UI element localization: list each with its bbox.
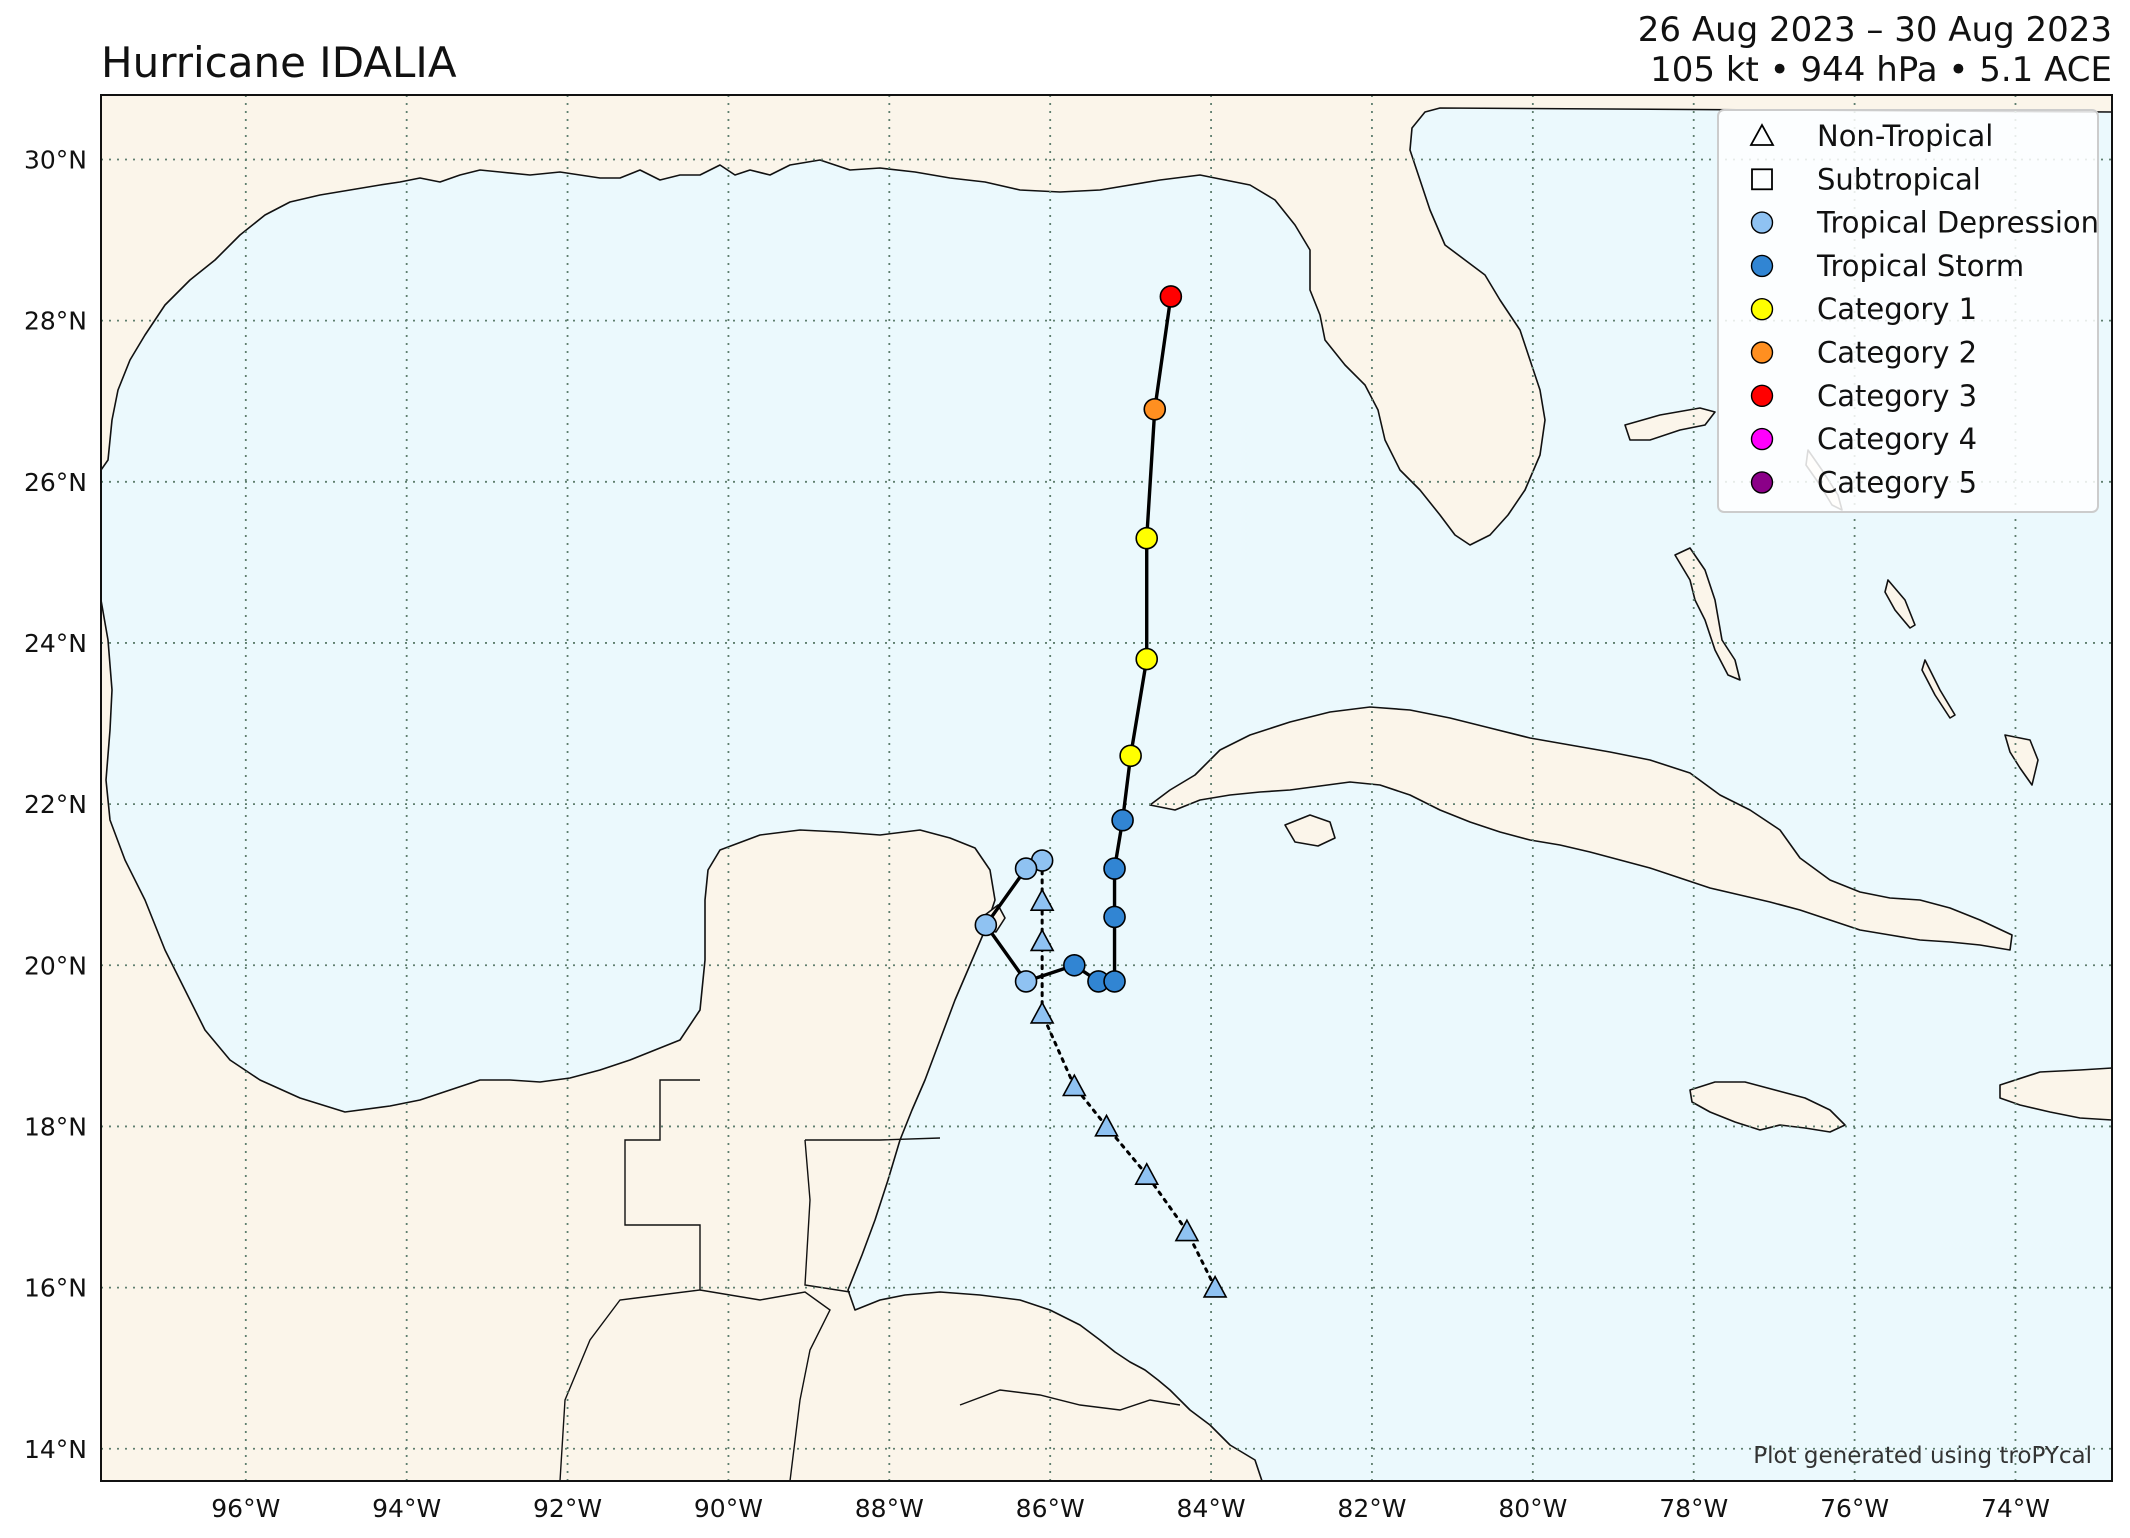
land-bahamas-andros [1674,547,1741,681]
land-us-gulf-coast [101,95,2112,546]
lon-tick-label: 88°W [855,1494,924,1523]
lat-tick-label: 18°N [24,1112,87,1141]
legend-label: Category 3 [1817,379,1977,413]
legend-marker-circle [1750,298,1774,321]
legend-label: Category 4 [1817,422,1977,456]
track-point-non-tropical [1029,1000,1055,1024]
legend-label: Category 1 [1817,292,1977,326]
legend-marker-circle [1750,471,1774,494]
track-segment [1128,657,1149,758]
date-range: 26 Aug 2023 – 30 Aug 2023 [1637,10,2112,50]
lat-tick-label: 28°N [24,307,87,336]
legend-marker-circle [1750,427,1774,451]
lon-tick-label: 90°W [694,1494,763,1523]
land-bahamas-cat [1884,579,1916,629]
border-yucatan-states [805,1137,941,1141]
lat-tick-label: 16°N [24,1274,87,1303]
track-point-non-tropical [1174,1218,1200,1242]
track-segment [984,923,1028,984]
track-point [974,913,998,937]
track-point [1111,808,1134,832]
track-segment [1040,1012,1076,1088]
legend-label: Tropical Depression [1816,206,2099,240]
lat-tick-label: 20°N [24,951,87,980]
track-point-non-tropical [1061,1073,1087,1097]
track-point [1159,285,1183,308]
legend-marker-circle [1750,384,1774,407]
track-point [1143,397,1167,421]
track-segment [1072,1084,1108,1128]
lat-tick-label: 24°N [24,629,87,658]
lat-tick-label: 22°N [24,790,87,819]
legend-marker-square [1751,168,1773,191]
track-point [1014,857,1038,880]
track-point-non-tropical [1029,928,1055,952]
lon-tick-label: 86°W [1016,1494,1085,1523]
land-bahamas-grand [1624,407,1716,441]
track-point [1103,857,1126,880]
legend-label: Tropical Storm [1816,249,2024,283]
track-point [1119,744,1142,768]
land-mexico-central-america [101,599,1263,1481]
land-bahamas-long [1921,659,1956,719]
lat-tick-label: 14°N [24,1435,87,1464]
track-point [1103,970,1126,993]
lon-tick-label: 78°W [1659,1494,1728,1523]
track-segment [1153,294,1173,411]
track-segment [1145,407,1157,540]
track-point-non-tropical [1134,1162,1160,1185]
lon-tick-labels: 96°W 94°W 92°W 90°W 88°W 86°W 84°W 82°W 80°W 78°W… [211,1494,2050,1523]
track-point-non-tropical [1202,1274,1228,1298]
legend-marker-circle [1750,254,1774,278]
storm-summary: 26 Aug 2023 – 30 Aug 2023 105 kt • 944 h… [1638,10,2112,90]
lon-tick-label: 92°W [533,1494,602,1523]
lat-tick-label: 30°N [24,145,87,174]
storm-track [974,285,1228,1298]
track-point [1063,953,1086,977]
land-cuba [1149,706,2013,951]
track-point-non-tropical [1094,1113,1119,1137]
legend-marker-triangle [1749,123,1775,146]
legend-label: Subtropical [1817,162,1981,196]
lon-tick-label: 74°W [1981,1494,2050,1523]
map-border [100,94,2113,1482]
border-nicaragua [959,1389,1181,1411]
land-jamaica [1689,1081,1846,1133]
track-point [1014,970,1038,993]
track-point [1135,647,1159,671]
legend-label: Non-Tropical [1817,119,1993,153]
land-bahamas-acklins [2004,734,2039,786]
land-hispaniola [1999,1067,2112,1121]
land-isla-juventud [1284,814,1336,847]
track-point [1103,905,1126,929]
lon-tick-label: 80°W [1498,1494,1567,1523]
legend-marker-circle [1750,341,1774,364]
credit-text: Plot generated using troPYcal [1753,1443,2092,1469]
storm-stats: 105 kt • 944 hPa • 5.1 ACE [1650,50,2112,90]
border-guatemala-belize [804,1139,851,1293]
border-honduras [699,1289,831,1481]
legend-label: Category 2 [1817,336,1977,370]
legend-box [1717,109,2099,513]
border-mexico-guatemala [559,1079,701,1481]
lon-tick-label: 76°W [1820,1494,1889,1523]
land-layer [101,95,2112,1481]
lon-tick-label: 84°W [1177,1494,1246,1523]
track-point-non-tropical [1029,888,1055,911]
country-borders [559,1079,1181,1481]
legend: Non-Tropical Subtropical Tropical Depressi… [1717,109,2099,513]
legend-label: Category 5 [1817,465,1977,499]
track-segment [1105,1124,1149,1177]
lat-tick-label: 26°N [24,468,87,497]
track-point [1135,526,1159,550]
map-title: Hurricane IDALIA [101,38,457,87]
lon-tick-label: 96°W [211,1494,280,1523]
lon-tick-label: 94°W [372,1494,441,1523]
legend-marker-circle [1750,211,1774,234]
lon-tick-label: 82°W [1337,1494,1406,1523]
track-segment [984,866,1028,927]
lat-tick-labels: 30°N 28°N 26°N 24°N 22°N 20°N 18°N 16°N 14°N [24,145,87,1463]
